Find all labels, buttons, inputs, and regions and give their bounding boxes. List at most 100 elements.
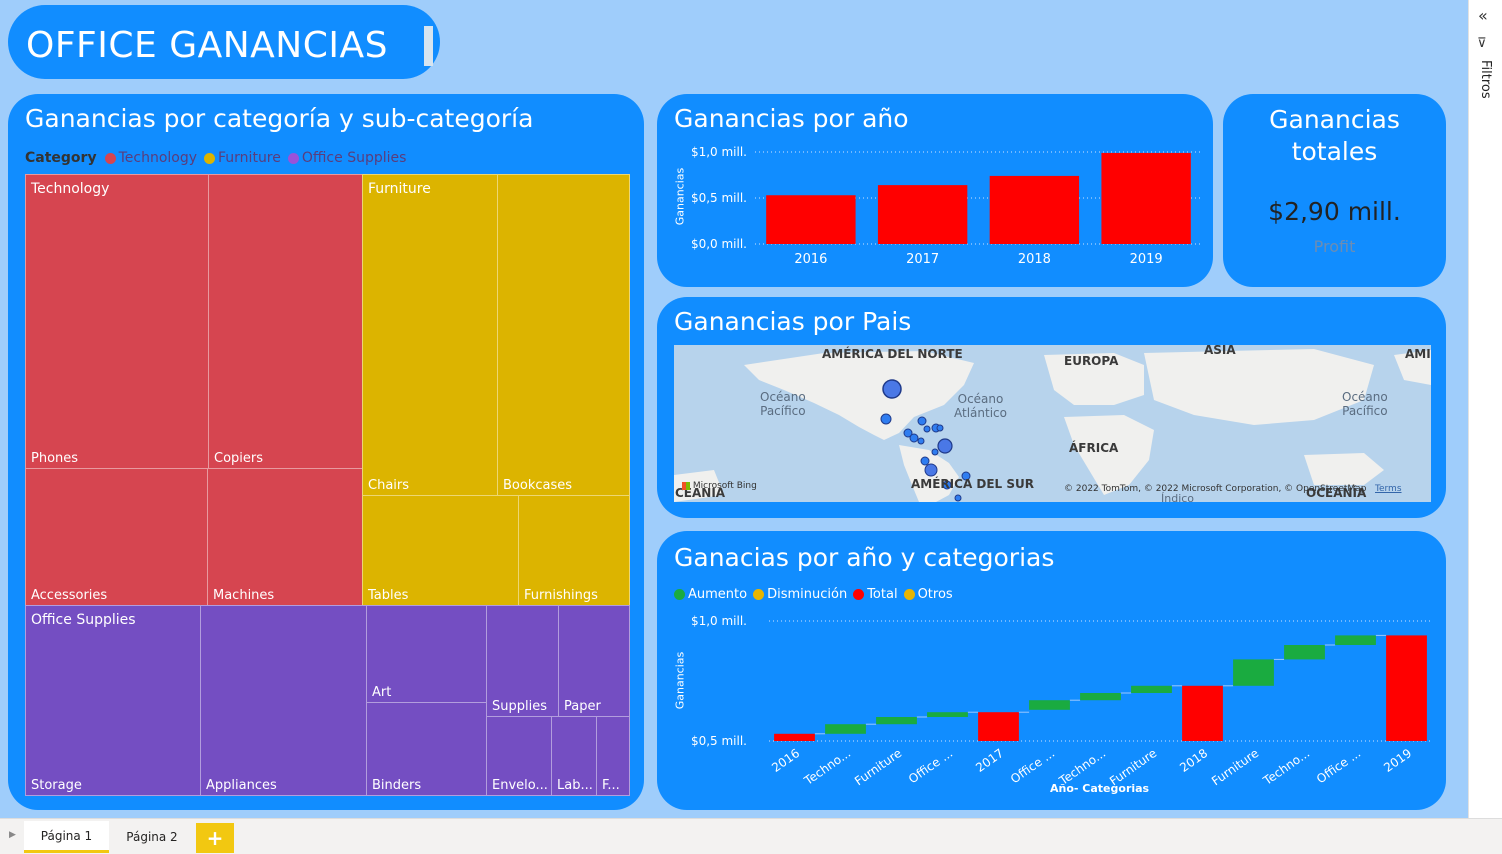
filters-pane[interactable]: « ⊽ Filtros xyxy=(1468,0,1502,818)
tile-storage[interactable]: Office Supplies Storage xyxy=(25,605,201,796)
map-ocean-atlantic: Océano Atlántico xyxy=(954,392,1007,420)
tile-tables[interactable]: Tables xyxy=(362,495,519,606)
map-label-america-cut: AMI xyxy=(1405,347,1431,361)
technology-dot-icon xyxy=(104,152,116,164)
treemap-card[interactable]: Ganancias por categoría y sub-categoría … xyxy=(8,94,644,810)
tile-chairs[interactable]: Furniture Chairs xyxy=(362,174,498,496)
office-supplies-dot-icon xyxy=(287,152,299,164)
map-ocean-pacific-right: Océano Pacífico xyxy=(1342,390,1388,418)
waterfall-xtick-label: 2018 xyxy=(1177,746,1210,775)
legend-item-office-supplies[interactable]: Office Supplies xyxy=(287,150,406,166)
tile-art[interactable]: Art xyxy=(366,605,487,703)
furniture-dot-icon xyxy=(204,152,216,164)
filters-pane-label[interactable]: Filtros xyxy=(1478,60,1493,99)
scroll-left-icon[interactable]: ▶ xyxy=(9,830,16,840)
add-page-button[interactable]: + xyxy=(196,823,234,853)
map-label-asia: ASIA xyxy=(1204,345,1236,357)
waterfall-bar[interactable] xyxy=(876,717,917,725)
tile-paper[interactable]: Paper xyxy=(558,605,630,717)
year-bar[interactable] xyxy=(877,185,968,244)
year-ytick-label: $1,0 mill. xyxy=(691,145,747,159)
tile-appliances[interactable]: Appliances xyxy=(200,605,367,796)
tile-supplies[interactable]: Supplies xyxy=(486,605,559,717)
map-card[interactable]: Ganancias por Pais xyxy=(657,297,1446,518)
tile-envelopes[interactable]: Envelo... xyxy=(486,716,552,796)
waterfall-bar[interactable] xyxy=(1233,659,1274,686)
kpi-card: Ganancias totales $2,90 mill. Profit xyxy=(1223,94,1446,287)
treemap-title: Ganancias por categoría y sub-categoría xyxy=(25,104,534,133)
world-map[interactable]: AMÉRICA DEL NORTE EUROPA ASIA AMI ÁFRICA… xyxy=(674,345,1431,502)
report-title: OFFICE GANANCIAS xyxy=(26,25,388,66)
waterfall-bar[interactable] xyxy=(825,724,866,734)
tile-bookcases[interactable]: Bookcases xyxy=(497,174,630,496)
tab-pagina-2[interactable]: Página 2 xyxy=(126,830,178,844)
map-label-africa: ÁFRICA xyxy=(1069,441,1119,455)
legend-item-aumento[interactable]: Aumento xyxy=(674,587,747,602)
legend-item-disminucion[interactable]: Disminución xyxy=(753,587,847,602)
year-bar[interactable] xyxy=(766,195,856,244)
map-label-north-america: AMÉRICA DEL NORTE xyxy=(822,347,963,361)
map-ocean-pacific-left: Océano Pacífico xyxy=(760,390,806,418)
year-xtick-label: 2017 xyxy=(906,252,939,267)
tile-fasteners[interactable]: F... xyxy=(596,716,630,796)
tile-labels[interactable]: Lab... xyxy=(551,716,597,796)
map-label-europe: EUROPA xyxy=(1064,354,1119,368)
disminucion-dot-icon xyxy=(753,589,765,600)
map-ocean-indian: Índico xyxy=(1161,492,1195,502)
report-title-banner: OFFICE GANANCIAS xyxy=(8,5,440,79)
waterfall-chart[interactable]: $0,5 mill.$1,0 mill.2016 Techno...Furnitu… xyxy=(657,531,1446,810)
map-title: Ganancias por Pais xyxy=(674,307,912,336)
map-label-oceania-right: OCEANÍA xyxy=(1306,486,1367,500)
kpi-title-line2: totales xyxy=(1291,137,1378,166)
map-terms-link[interactable]: Terms xyxy=(1375,484,1402,494)
waterfall-bar[interactable] xyxy=(1080,693,1121,701)
year-chart-card[interactable]: Ganancias por año Ganancias $0,0 mill. $0… xyxy=(657,94,1213,287)
legend-item-otros[interactable]: Otros xyxy=(903,587,953,602)
waterfall-bar[interactable] xyxy=(1335,635,1376,645)
waterfall-ytick-label: $1,0 mill. xyxy=(691,614,747,628)
total-dot-icon xyxy=(853,589,865,600)
filter-icon: ⊽ xyxy=(1477,36,1487,51)
treemap-legend[interactable]: Category Technology Furniture Office Sup… xyxy=(25,150,413,166)
legend-item-technology[interactable]: Technology xyxy=(104,150,197,166)
waterfall-bar[interactable] xyxy=(978,712,1019,741)
waterfall-bar[interactable] xyxy=(1029,700,1070,710)
category-label-office-supplies: Office Supplies xyxy=(31,612,136,628)
waterfall-bar[interactable] xyxy=(1284,645,1325,660)
year-bar[interactable] xyxy=(1101,152,1191,244)
waterfall-xtick-label: Techno... xyxy=(801,746,853,788)
year-bar[interactable] xyxy=(989,175,1080,244)
tile-accessories[interactable]: Accessories xyxy=(25,468,208,606)
waterfall-bar[interactable] xyxy=(927,712,968,717)
collapse-pane-icon[interactable]: « xyxy=(1478,6,1488,25)
year-chart-title: Ganancias por año xyxy=(674,104,909,133)
waterfall-card[interactable]: Ganacias por año y categorias Aumento Di… xyxy=(657,531,1446,810)
year-xtick-label: 2018 xyxy=(1018,252,1051,267)
legend-label: Category xyxy=(25,150,97,166)
waterfall-xtick-label: Office ... xyxy=(906,746,955,786)
map-label-south-america: AMÉRICA DEL SUR xyxy=(911,477,1035,491)
tile-furnishings[interactable]: Furnishings xyxy=(518,495,630,606)
waterfall-xtick-label: Office ... xyxy=(1314,746,1363,786)
tile-phones[interactable]: Technology Phones xyxy=(25,174,209,469)
treemap[interactable]: Technology Phones Copiers Accessories Ma… xyxy=(25,174,630,796)
legend-item-furniture[interactable]: Furniture xyxy=(204,150,281,166)
tab-pagina-1[interactable]: Página 1 xyxy=(24,821,109,853)
map-attribution[interactable]: © 2022 TomTom, © 2022 Microsoft Corporat… xyxy=(1064,484,1402,494)
year-xtick-label: 2016 xyxy=(794,252,827,267)
waterfall-xtick-label: 2017 xyxy=(973,746,1006,775)
waterfall-bar[interactable] xyxy=(774,733,815,741)
waterfall-bar[interactable] xyxy=(1386,635,1427,741)
legend-item-total[interactable]: Total xyxy=(853,587,898,602)
waterfall-legend[interactable]: Aumento Disminución Total Otros xyxy=(674,587,959,602)
waterfall-xtick-label: 2019 xyxy=(1381,746,1414,775)
tile-machines[interactable]: Machines xyxy=(207,468,363,606)
tile-copiers[interactable]: Copiers xyxy=(208,174,363,469)
report-canvas: OFFICE GANANCIAS Ganancias por categoría… xyxy=(8,5,1446,810)
waterfall-ytick-label: $0,5 mill. xyxy=(691,734,747,748)
bing-logo: Microsoft Bing xyxy=(682,481,757,491)
tile-binders[interactable]: Binders xyxy=(366,702,487,796)
waterfall-bar[interactable] xyxy=(1182,685,1223,741)
waterfall-bar[interactable] xyxy=(1131,685,1172,693)
year-bar-chart[interactable]: $0,0 mill. $0,5 mill. $1,0 mill. 2016 2017 20… xyxy=(657,94,1213,287)
